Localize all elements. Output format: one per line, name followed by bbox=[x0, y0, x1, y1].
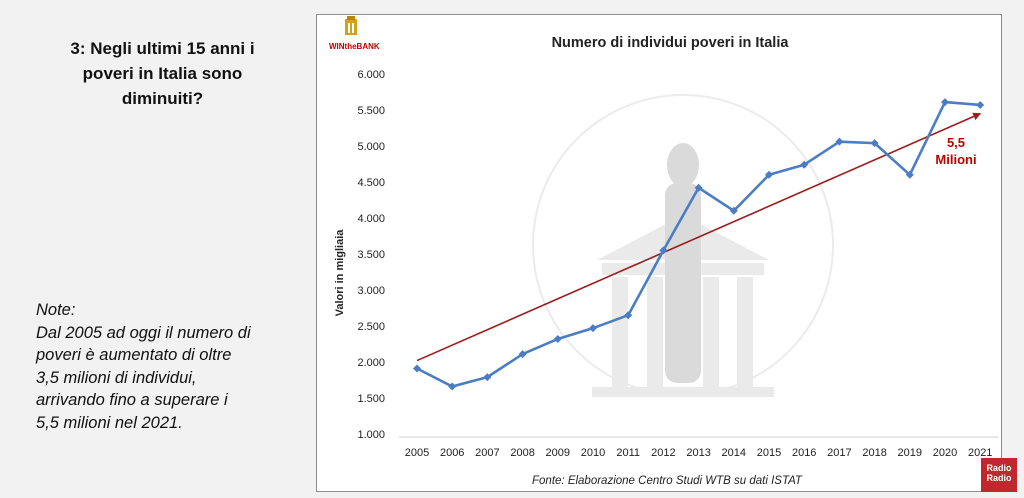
annotation-unit: Milioni bbox=[935, 152, 976, 167]
x-axis-ticks: 2005 2006 2007 2008 2009 2010 2011 2012 2013 2014… bbox=[405, 447, 993, 459]
annotation-value: 5,5 bbox=[947, 135, 965, 150]
notes-block: Note: Dal 2005 ad oggi il numero di pove… bbox=[36, 299, 306, 434]
x-tick-label: 2012 bbox=[651, 447, 675, 459]
notes-line: 3,5 milioni di individui, bbox=[36, 368, 197, 387]
data-point bbox=[694, 183, 703, 192]
data-point bbox=[624, 311, 633, 320]
radio-radio-logo: Radio Radio bbox=[981, 458, 1017, 492]
data-point bbox=[518, 350, 527, 359]
question-heading: 3: Negli ultimi 15 anni i poveri in Ital… bbox=[40, 36, 285, 111]
data-point bbox=[659, 246, 668, 255]
data-point bbox=[976, 100, 985, 109]
y-tick-label: 2.500 bbox=[357, 321, 385, 333]
x-tick-label: 2018 bbox=[862, 447, 886, 459]
x-tick-label: 2006 bbox=[440, 447, 464, 459]
data-point bbox=[870, 139, 879, 148]
y-tick-label: 1.500 bbox=[357, 393, 385, 405]
y-tick-label: 1.000 bbox=[357, 429, 385, 441]
data-point bbox=[835, 137, 844, 146]
notes-line: 5,5 milioni nel 2021. bbox=[36, 413, 183, 432]
data-point bbox=[553, 334, 562, 343]
data-point bbox=[483, 373, 492, 382]
x-tick-label: 2009 bbox=[546, 447, 570, 459]
x-tick-label: 2013 bbox=[686, 447, 710, 459]
logo-text: WINtheBANK bbox=[329, 42, 380, 51]
badge-line: Radio bbox=[986, 473, 1012, 483]
logo-icon bbox=[345, 16, 357, 35]
watermark-icon bbox=[532, 94, 834, 397]
data-point bbox=[765, 170, 773, 179]
data-point bbox=[905, 170, 914, 179]
x-tick-label: 2017 bbox=[827, 447, 851, 459]
x-tick-label: 2014 bbox=[722, 447, 746, 459]
x-tick-label: 2010 bbox=[581, 447, 605, 459]
chart-panel: WINtheBANK Numero di individui poveri in… bbox=[316, 14, 1002, 492]
line-chart: Numero di individui poveri in Italia Val… bbox=[334, 35, 999, 487]
y-tick-label: 6.000 bbox=[357, 69, 385, 81]
notes-line: arrivando fino a superare i bbox=[36, 391, 228, 409]
y-tick-label: 4.500 bbox=[357, 177, 385, 189]
data-point bbox=[941, 98, 949, 107]
x-tick-label: 2008 bbox=[510, 447, 534, 459]
y-tick-label: 5.500 bbox=[357, 105, 385, 117]
x-tick-label: 2011 bbox=[616, 447, 640, 459]
question-line: diminuiti? bbox=[121, 89, 204, 108]
series-group bbox=[413, 98, 985, 391]
y-axis-ticks: 1.000 1.500 2.000 2.500 3.000 3.500 4.000 4.500… bbox=[357, 69, 385, 441]
y-tick-label: 3.500 bbox=[357, 249, 385, 261]
question-line: 3: Negli ultimi 15 anni i bbox=[70, 39, 255, 58]
data-point bbox=[800, 160, 809, 169]
y-tick-label: 5.000 bbox=[357, 141, 385, 153]
x-tick-label: 2015 bbox=[757, 447, 781, 459]
y-tick-label: 2.000 bbox=[357, 357, 385, 369]
data-point bbox=[448, 382, 457, 391]
y-axis-label: Valori in migliaia bbox=[334, 229, 346, 317]
notes-line: Note: bbox=[36, 301, 76, 319]
badge-line: Radio bbox=[986, 463, 1012, 473]
data-point bbox=[589, 324, 597, 333]
notes-line: poveri è aumentato di oltre bbox=[36, 346, 232, 364]
x-tick-label: 2020 bbox=[933, 447, 957, 459]
notes-line: Dal 2005 ad oggi il numero di bbox=[36, 323, 251, 342]
data-point bbox=[729, 206, 738, 215]
chart-title: Numero di individui poveri in Italia bbox=[552, 35, 790, 51]
y-tick-label: 3.000 bbox=[357, 285, 385, 297]
question-line: poveri in Italia sono bbox=[82, 64, 243, 83]
source-note: Fonte: Elaborazione Centro Studi WTB su … bbox=[532, 475, 803, 487]
x-tick-label: 2019 bbox=[898, 447, 922, 459]
x-tick-label: 2005 bbox=[405, 447, 429, 459]
x-tick-label: 2016 bbox=[792, 447, 816, 459]
data-point bbox=[413, 364, 421, 373]
x-tick-label: 2021 bbox=[968, 447, 992, 459]
y-tick-label: 4.000 bbox=[357, 213, 385, 225]
x-tick-label: 2007 bbox=[475, 447, 499, 459]
